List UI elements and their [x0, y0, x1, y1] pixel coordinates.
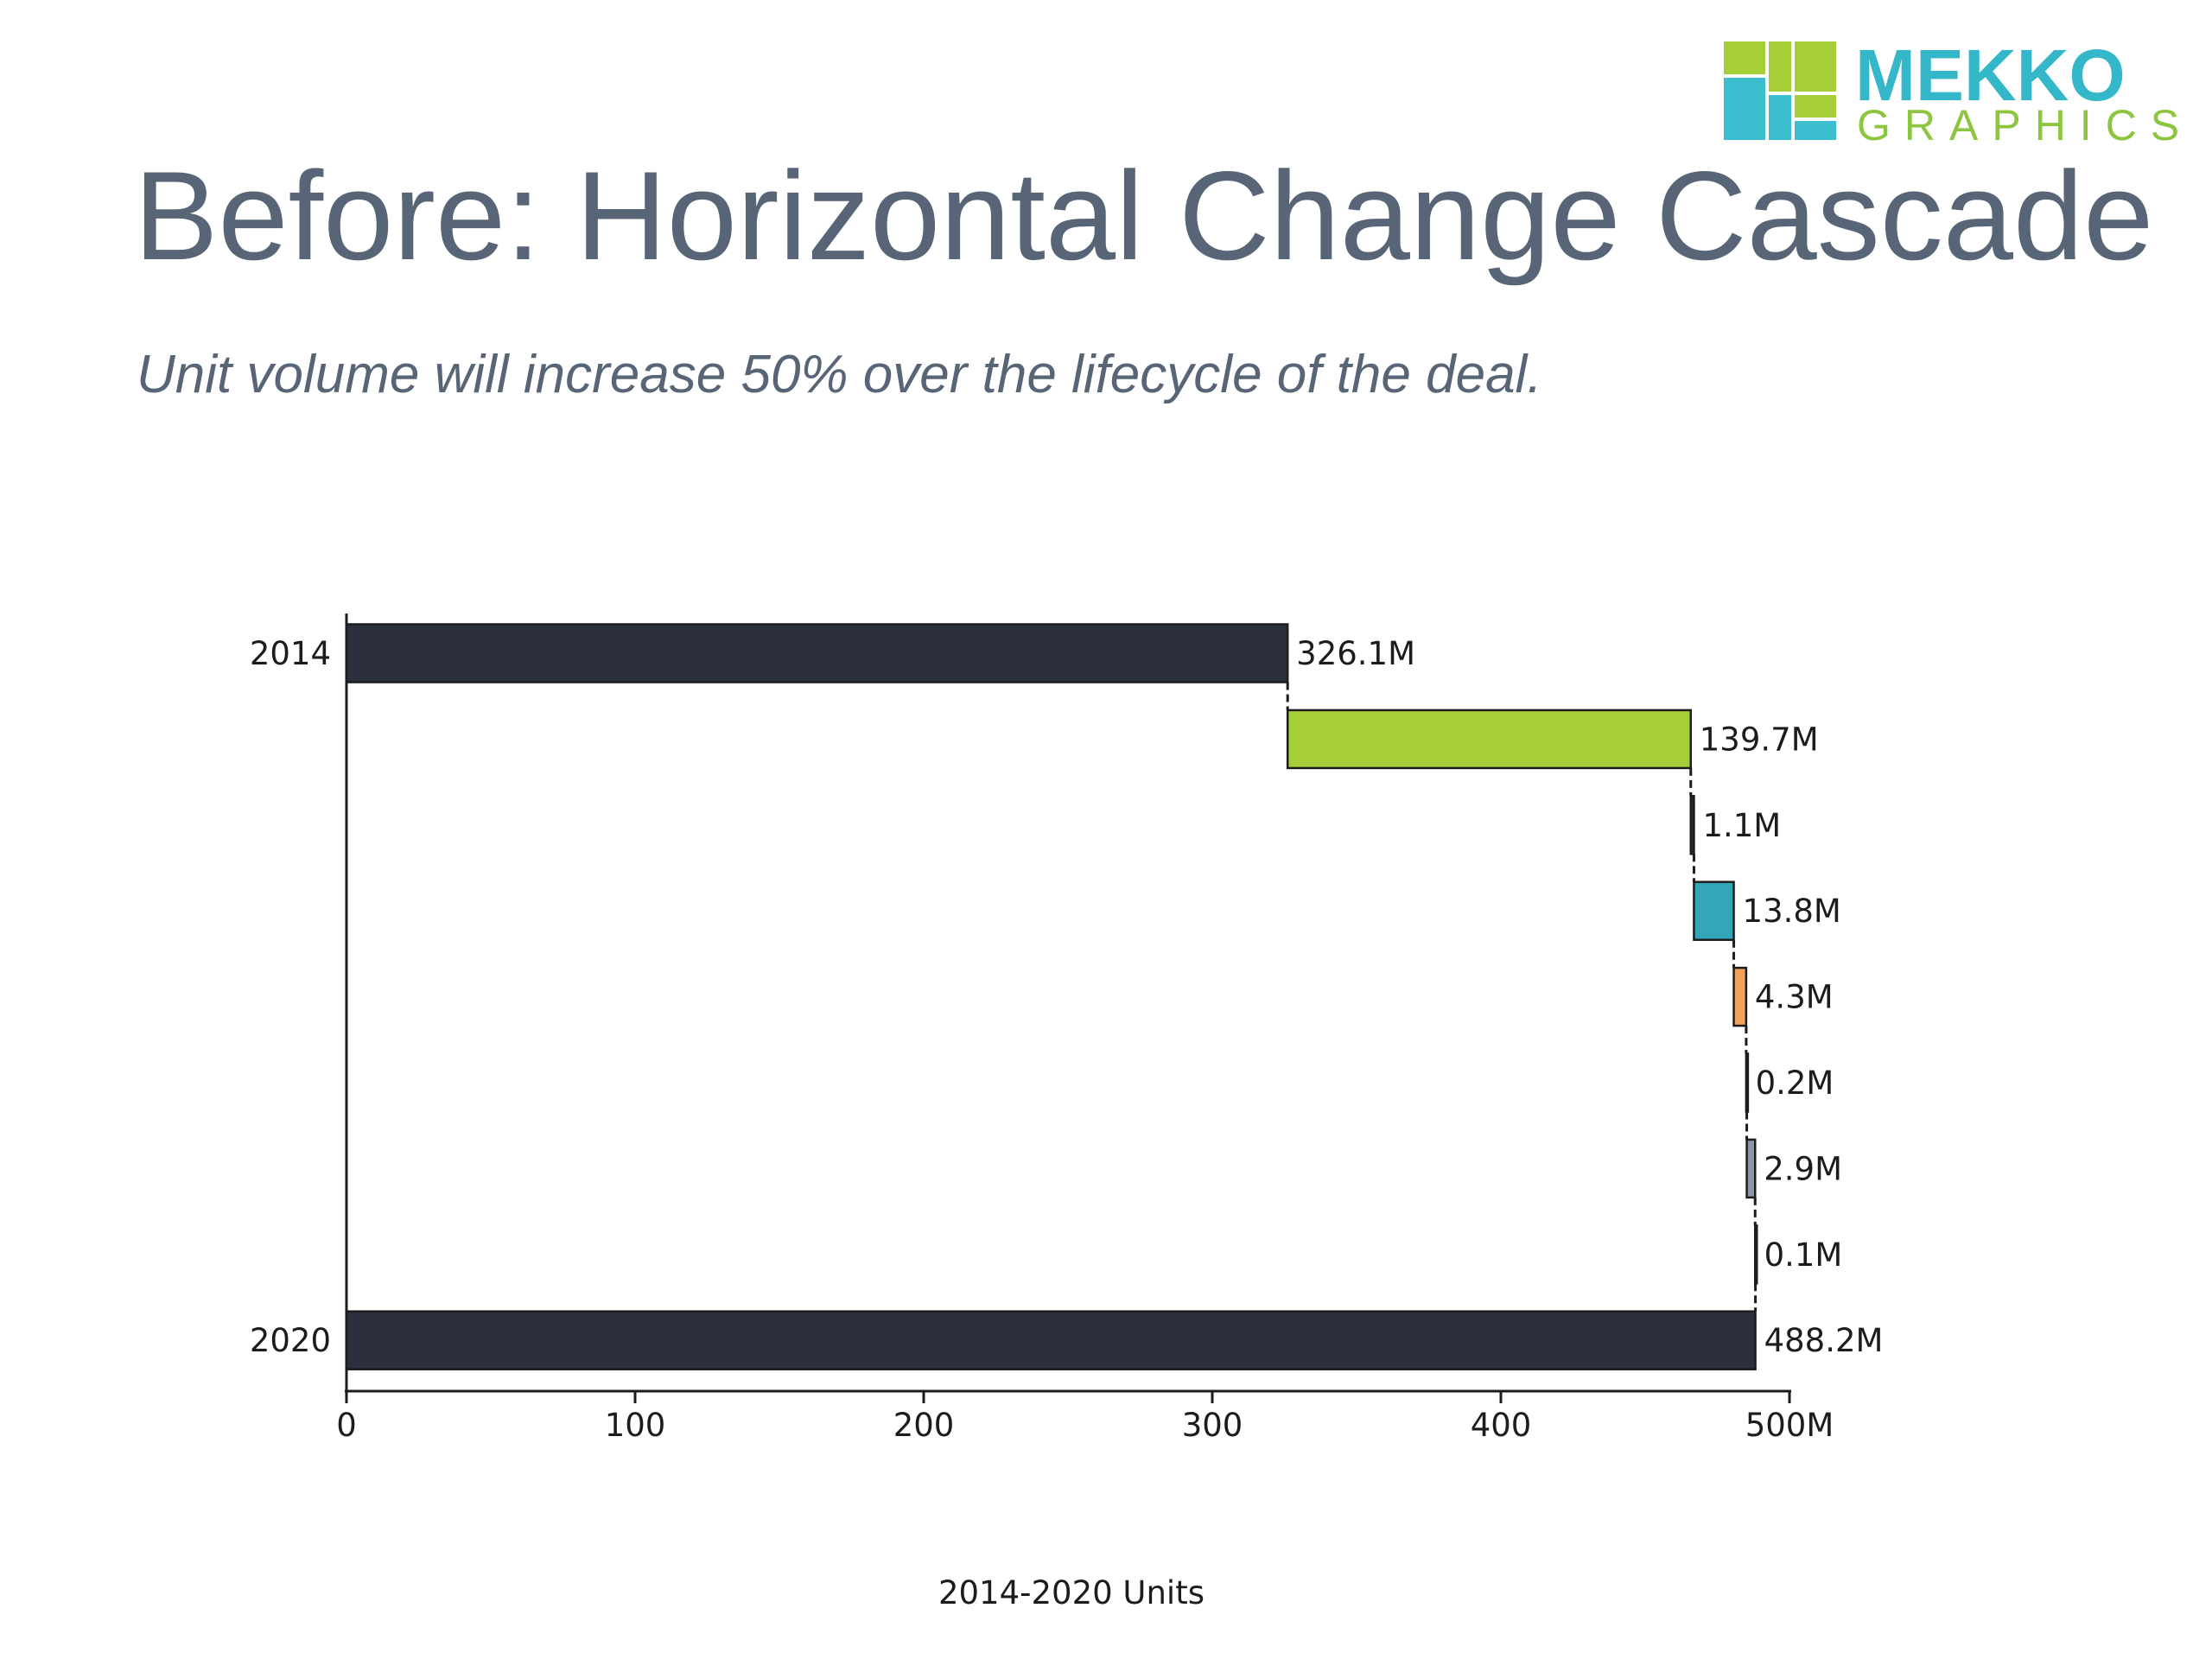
logo-block: [1724, 78, 1765, 140]
x-tick-label: 200: [893, 1407, 955, 1444]
data-label: 2.9M: [1764, 1150, 1842, 1187]
x-tick-label: 0: [336, 1407, 357, 1444]
data-label: 0.2M: [1756, 1065, 1834, 1102]
x-tick-label: 100: [605, 1407, 666, 1444]
logo-block: [1795, 41, 1836, 92]
x-tick-label: 500M: [1745, 1407, 1834, 1444]
data-label: 139.7M: [1700, 721, 1819, 758]
bar-change-3: [1693, 880, 1735, 941]
data-label: 0.1M: [1764, 1236, 1843, 1274]
logo-block: [1795, 95, 1836, 118]
bar-change-5: [1745, 1052, 1750, 1113]
data-label: 13.8M: [1743, 893, 1841, 930]
x-tick-label: 400: [1471, 1407, 1532, 1444]
page-subtitle: Unit volume will increase 50% over the l…: [137, 345, 1542, 404]
bar-change-2: [1689, 795, 1695, 855]
data-label: 4.3M: [1755, 979, 1834, 1016]
bar-change-4: [1732, 966, 1748, 1027]
logo-graphic: MEKKO GRAPHICS: [1724, 41, 2186, 143]
logo-block: [1769, 95, 1791, 140]
cascade-chart: 326.1M 2014 139.7M 1.1M 13.8M 4.3M 0.2M 2.9M 0.1…: [0, 588, 2212, 1642]
row-label: 2020: [250, 1322, 331, 1359]
bar-2020: [345, 1310, 1757, 1370]
bar-change-1: [1286, 709, 1693, 770]
x-tick-label: 300: [1182, 1407, 1243, 1444]
x-axis-title: 2014-2020 Units: [938, 1574, 1205, 1611]
row-label: 2014: [250, 635, 331, 672]
data-label: 326.1M: [1296, 635, 1415, 672]
page-title: Before: Horizontal Change Cascade: [134, 145, 2154, 286]
logo-text-graphics: GRAPHICS: [1857, 101, 2186, 143]
data-label: 1.1M: [1702, 807, 1781, 844]
data-label: 488.2M: [1764, 1322, 1884, 1359]
bar-change-7: [1754, 1224, 1758, 1285]
logo-block: [1724, 41, 1765, 74]
bar-2014: [345, 623, 1289, 683]
chart-canvas: 326.1M 2014 139.7M 1.1M 13.8M 4.3M 0.2M 2.9M 0.1…: [250, 613, 1884, 1611]
logo-text-mekko: MEKKO: [1855, 41, 2126, 116]
mekko-graphics-logo: MEKKO GRAPHICS: [1724, 41, 2186, 143]
bar-change-6: [1745, 1138, 1757, 1199]
logo-block: [1795, 121, 1836, 140]
logo-block: [1769, 41, 1791, 92]
